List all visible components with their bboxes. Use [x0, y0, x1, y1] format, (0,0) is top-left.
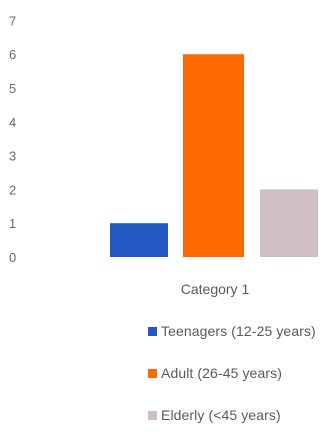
legend-item-adult: Adult (26-45 years) — [148, 364, 328, 382]
y-tick-label: 5 — [9, 81, 16, 96]
bar-adult — [183, 54, 244, 258]
legend-label-elderly: Elderly (<45 years) — [161, 407, 281, 423]
category-label: Category 1 — [181, 281, 250, 297]
y-tick-label: 6 — [9, 47, 16, 62]
legend-swatch-teenagers — [148, 326, 157, 336]
y-tick-label: 7 — [9, 13, 16, 28]
x-axis-labels: Category 1 — [181, 281, 250, 297]
legend-swatch-elderly — [148, 410, 157, 420]
legend-label-teenagers: Teenagers (12-25 years) — [161, 323, 316, 339]
y-tick-label: 4 — [9, 115, 16, 130]
bar-chart: 0 1 2 3 4 5 6 7 Category 1 — [9, 13, 318, 297]
legend-item-teenagers: Teenagers (12-25 years) — [148, 322, 328, 340]
y-axis-ticks: 0 1 2 3 4 5 6 7 — [9, 13, 16, 265]
y-tick-label: 3 — [9, 149, 16, 164]
bar-elderly — [260, 189, 318, 257]
legend-label-adult: Adult (26-45 years) — [161, 365, 282, 381]
legend-swatch-adult — [148, 368, 157, 378]
y-tick-label: 0 — [9, 250, 16, 265]
legend: Teenagers (12-25 years) Adult (26-45 yea… — [148, 322, 328, 448]
y-tick-label: 1 — [9, 216, 16, 231]
bar-teenagers — [110, 223, 168, 257]
y-tick-label: 2 — [9, 182, 16, 197]
legend-item-elderly: Elderly (<45 years) — [148, 406, 328, 424]
bars — [110, 54, 318, 258]
